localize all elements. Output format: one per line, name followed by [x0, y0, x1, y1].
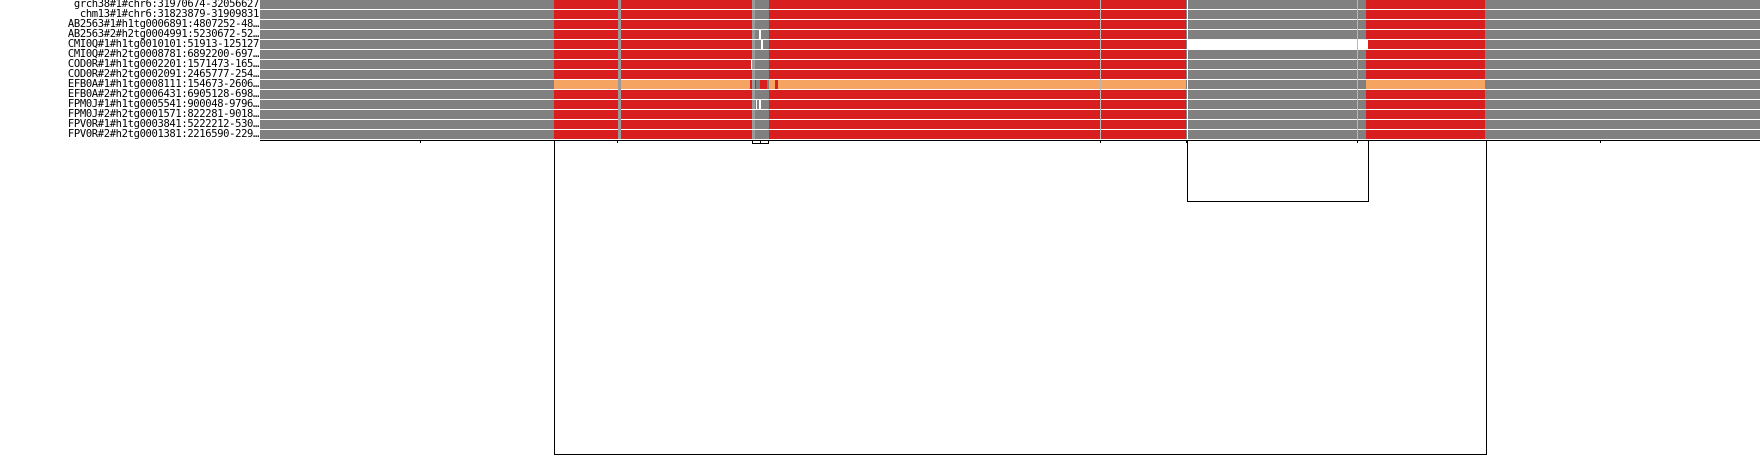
axis-tick	[1357, 141, 1358, 143]
shared-block	[1366, 80, 1485, 89]
variant-mark	[760, 80, 767, 89]
shared-block	[554, 80, 752, 89]
variant-tick	[752, 130, 755, 139]
block-divider	[1100, 0, 1101, 139]
shared-block	[1366, 70, 1485, 79]
shared-block	[1366, 30, 1485, 39]
shared-block	[769, 100, 1186, 109]
shared-block	[769, 70, 1186, 79]
variant-tick	[756, 100, 757, 109]
shared-block	[1366, 0, 1485, 9]
track-label: CMI0Q#2#h2tg0008781:6892200-697…	[67, 49, 259, 59]
track-label: FPM0J#2#h2tg0001571:822281-9018…	[67, 109, 259, 119]
shared-block	[769, 110, 1186, 119]
shared-block	[554, 110, 752, 119]
track-label: EFB0A#1#h1tg0008111:154673-2606…	[67, 79, 259, 89]
variant-tick	[761, 40, 763, 49]
variant-tick	[752, 60, 755, 69]
shared-block	[554, 40, 752, 49]
axis-tick	[1600, 141, 1601, 143]
shared-block	[769, 40, 1186, 49]
shared-block	[769, 90, 1186, 99]
axis-tick	[760, 141, 761, 143]
shared-block	[769, 0, 1186, 9]
block-divider	[1187, 0, 1188, 139]
track-label: FPV0R#1#h1tg0003841:5222212-530…	[67, 119, 259, 129]
shared-block	[554, 120, 752, 129]
track-label: FPM0J#1#h1tg0005541:900048-9796…	[67, 99, 259, 109]
axis-tick	[1100, 141, 1101, 143]
link-box-small	[1187, 140, 1369, 202]
variant-tick	[752, 30, 755, 39]
shared-block	[769, 120, 1186, 129]
variant-tick	[752, 50, 755, 59]
shared-block	[769, 30, 1186, 39]
shared-block	[554, 0, 752, 9]
track-label: AB2563#2#h2tg0004991:5230672-52…	[67, 29, 259, 39]
shared-block	[769, 20, 1186, 29]
shared-block	[554, 130, 752, 139]
variant-tick	[751, 60, 752, 69]
variant-tick	[752, 90, 755, 99]
shared-block	[769, 60, 1186, 69]
track-label: AB2563#1#h1tg0006891:4807252-48…	[67, 19, 259, 29]
shared-block	[554, 60, 752, 69]
variant-tick	[752, 40, 755, 49]
shared-block	[1366, 20, 1485, 29]
shared-block	[1366, 120, 1485, 129]
variant-tick	[752, 10, 755, 19]
variant-marker	[752, 140, 769, 144]
shared-block	[1366, 130, 1485, 139]
link-box-large	[554, 140, 1487, 455]
shared-block	[554, 20, 752, 29]
track-label: COD0R#1#h1tg0002201:1571473-165…	[67, 59, 259, 69]
block-divider	[1357, 0, 1358, 139]
shared-block	[1366, 60, 1485, 69]
axis-tick	[420, 141, 421, 143]
track-label: COD0R#2#h2tg0002091:2465777-254…	[67, 69, 259, 79]
shared-block	[1366, 10, 1485, 19]
track-label: EFB0A#2#h2tg0006431:6905128-698…	[67, 89, 259, 99]
shared-block	[1366, 50, 1485, 59]
shared-block	[769, 80, 1186, 89]
axis-tick	[1186, 141, 1187, 143]
variant-tick	[752, 20, 755, 29]
shared-block	[554, 10, 752, 19]
track-label-column: grch38#1#chr6:31970674-32056627 chm13#1#c…	[0, 0, 259, 140]
shared-block	[1366, 90, 1485, 99]
variant-tick	[752, 100, 755, 109]
shared-block	[554, 100, 752, 109]
track-label: chm13#1#chr6:31823879-31909831	[79, 9, 259, 19]
variant-tick	[752, 110, 755, 119]
shared-block	[769, 130, 1186, 139]
shared-block	[554, 50, 752, 59]
track-label: FPV0R#2#h2tg0001381:2216590-229…	[67, 129, 259, 139]
block-divider	[618, 0, 621, 139]
shared-block	[554, 90, 752, 99]
track-label: grch38#1#chr6:31970674-32056627	[73, 0, 259, 9]
variant-tick	[759, 30, 761, 39]
shared-block	[554, 30, 752, 39]
variant-tick	[759, 100, 761, 109]
variant-tick	[752, 0, 755, 9]
track-label: CMI0Q#1#h1tg0010101:51913-125127	[67, 39, 259, 49]
variant-tick	[752, 120, 755, 129]
variant-tick	[752, 80, 755, 89]
shared-block	[1366, 40, 1485, 49]
shared-block	[769, 50, 1186, 59]
shared-block	[554, 70, 752, 79]
shared-block	[1366, 110, 1485, 119]
variant-mark	[775, 80, 778, 89]
deleted-segment	[1187, 40, 1368, 49]
shared-block	[769, 10, 1186, 19]
variant-tick	[752, 70, 755, 79]
axis-tick	[617, 141, 618, 143]
shared-block	[1366, 100, 1485, 109]
